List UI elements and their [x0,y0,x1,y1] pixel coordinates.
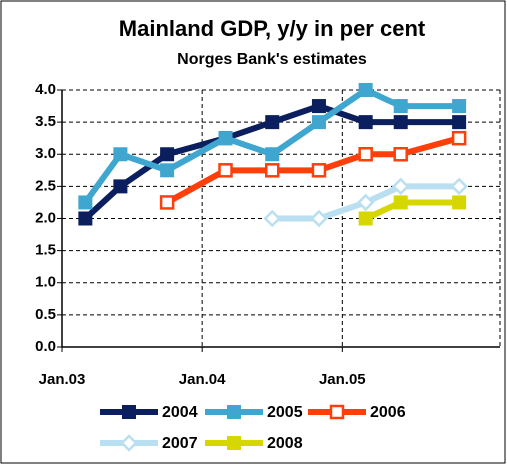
x-tick-label: Jan.04 [179,371,226,388]
legend-label: 2007 [162,435,198,452]
data-point [78,195,93,210]
y-tick-label: 2.5 [35,177,56,194]
data-point [452,195,467,210]
data-point [450,177,468,196]
legend-label: 2006 [370,404,406,421]
data-point [113,179,128,194]
y-tick-label: 0.0 [35,338,56,355]
data-point [358,83,373,97]
data-point [113,147,128,162]
data-point [311,99,326,114]
data-point [311,115,326,130]
data-point [358,147,373,162]
data-point [358,211,373,226]
legend-label: 2004 [162,404,198,421]
y-tick-label: 1.5 [35,242,56,259]
y-tick-label: 2.0 [35,209,56,226]
data-point [393,115,408,130]
y-tick-label: 0.5 [35,306,56,323]
data-point [160,147,175,162]
y-tick-label: 3.0 [35,145,56,162]
data-point [356,193,375,212]
data-point [218,131,233,146]
chart-title: Mainland GDP, y/y in per cent [119,16,426,41]
data-point [393,99,408,114]
data-point [263,209,282,228]
data-point [218,163,233,178]
legend-marker [227,436,241,450]
data-point [264,163,280,178]
data-point [310,209,328,228]
y-tick-label: 3.5 [35,113,56,130]
data-point [159,195,175,210]
legend-marker [120,434,138,452]
data-point [311,163,327,178]
data-point [452,115,467,130]
data-point [451,130,467,146]
data-point [160,163,175,178]
data-point [452,99,467,114]
x-tick-label: Jan.03 [39,371,86,388]
x-tick-label: Jan.05 [319,371,366,388]
legend-label: 2008 [267,435,303,452]
data-point [393,195,408,210]
legend-marker [227,405,241,419]
data-point [265,147,280,162]
data-point [358,115,373,130]
data-point [391,177,410,196]
data-point [393,147,408,162]
y-tick-label: 1.0 [35,274,56,291]
y-tick-label: 4.0 [35,81,56,98]
chart-subtitle: Norges Bank's estimates [177,51,367,68]
data-point [78,211,93,226]
legend-marker [122,405,136,419]
legend-label: 2005 [267,404,303,421]
data-point [265,115,280,130]
legend-marker [329,404,345,420]
